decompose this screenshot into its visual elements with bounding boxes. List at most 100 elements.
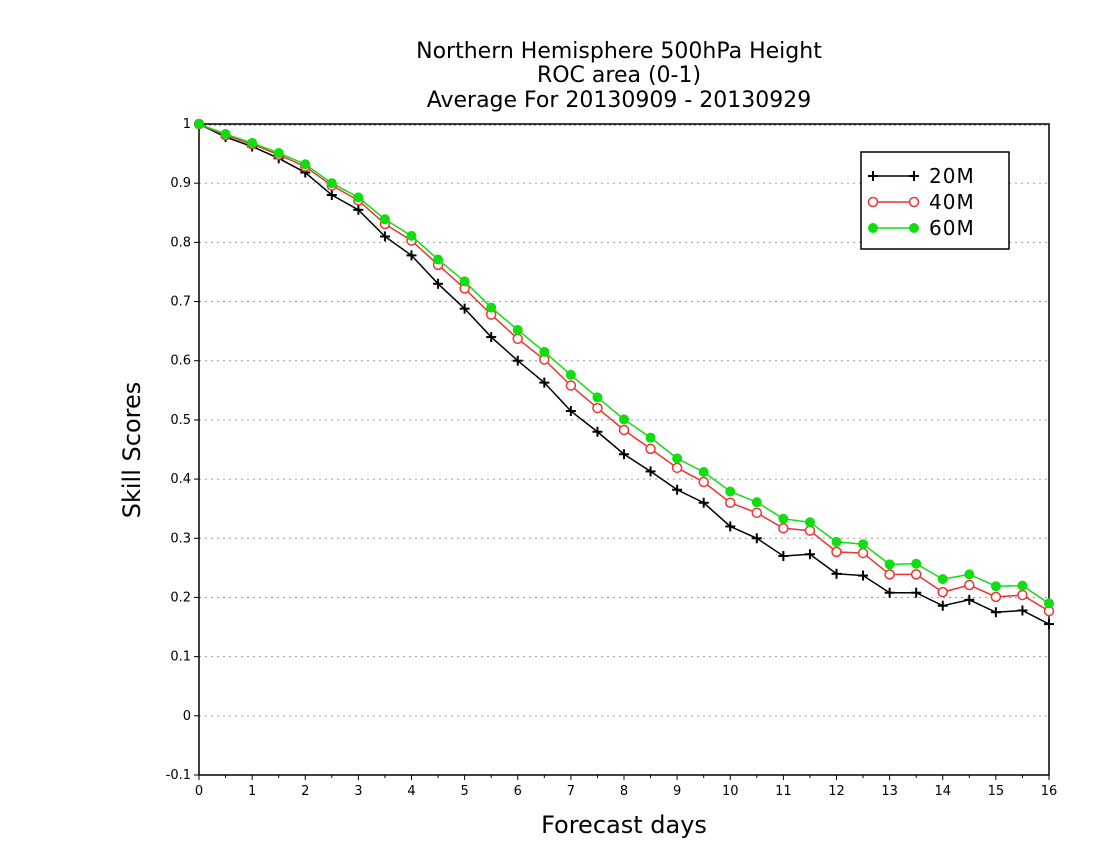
legend-marker [867,196,879,208]
x-tick-label: 0 [195,784,203,799]
data-point-20M [725,521,736,532]
data-point-40M [990,591,1002,603]
data-point-40M [778,522,789,534]
data-point-60M [326,178,337,189]
data-point-40M [910,569,922,580]
chart-title-line-2: ROC area (0-1) [537,63,701,88]
y-tick-label: 1 [183,117,191,132]
legend-label: 20M [929,164,975,188]
data-point-20M [406,250,417,261]
x-tick-label: 16 [1041,784,1058,799]
chart-title-line-3: Average For 20130909 - 20130929 [427,88,812,113]
x-tick-label: 8 [620,784,628,799]
data-point-20M [619,449,629,460]
data-point-60M [379,214,390,225]
y-tick-label: 0.2 [170,590,191,605]
data-point-20M [911,587,922,598]
data-point-20M [751,533,762,544]
plot-area [198,123,1050,776]
data-point-60M [1044,598,1054,609]
y-axis: -0.1 0 0.1 0.2 0.3 0.4 0.5 0.6 0.7 0.8 0.9 1 [166,117,199,783]
x-tick-label: 4 [407,784,415,799]
data-point-20M [937,600,948,611]
data-point-60M [273,147,284,158]
legend-marker [908,196,920,208]
data-point-60M [831,536,842,547]
data-point-40M [857,547,869,559]
x-tick-label: 1 [248,784,256,799]
y-tick-label: 0.6 [170,354,191,369]
data-point-60M [645,432,656,443]
data-point-40M [671,462,683,474]
data-point-20M [486,332,497,343]
data-point-20M [804,549,815,560]
data-point-40M [804,525,816,536]
data-point-60M [778,513,789,524]
data-point-60M [300,159,311,170]
series-lines [193,118,1055,630]
data-point-20M [379,231,390,242]
data-point-20M [433,278,444,289]
x-tick-label: 11 [775,784,792,799]
legend-item-60M: 60M [868,216,975,240]
data-point-20M [326,190,337,201]
data-point-40M [937,586,948,598]
data-point-20M [565,406,576,417]
y-tick-label: 0.7 [170,295,191,310]
y-axis-label: Skill Scores [118,382,146,519]
data-point-60M [539,346,550,357]
data-point-60M [698,466,709,477]
x-tick-label: 5 [460,784,468,799]
legend-item-40M: 40M [867,190,975,214]
data-point-60M [672,453,683,464]
data-point-20M [592,426,603,437]
data-point-60M [486,302,497,313]
data-point-20M [459,303,470,314]
y-tick-label: 0.1 [170,650,191,665]
data-point-60M [433,254,444,265]
data-point-60M [353,192,364,203]
data-point-60M [592,392,603,403]
legend-marker [909,171,919,181]
data-point-60M [964,569,975,580]
data-point-20M [831,568,842,579]
data-point-20M [698,497,709,508]
data-point-60M [247,137,258,148]
data-point-60M [884,559,895,570]
y-tick-label: -0.1 [166,768,191,783]
data-point-60M [990,581,1001,592]
legend-marker [909,223,919,233]
data-point-40M [512,333,523,345]
data-point-40M [565,380,577,391]
data-point-60M [1017,580,1028,591]
data-point-40M [645,443,656,455]
legend-label: 40M [929,190,975,214]
data-point-40M [725,497,736,509]
data-point-60M [565,369,576,380]
data-point-20M [990,607,1001,618]
data-point-40M [964,579,975,591]
data-point-40M [751,507,763,519]
data-point-20M [884,587,895,598]
x-tick-label: 7 [567,784,575,799]
data-point-20M [539,377,550,388]
data-point-40M [618,424,630,436]
x-tick-label: 9 [673,784,681,799]
data-point-60M [725,486,736,497]
legend-item-20M: 20M [868,164,975,188]
x-tick-label: 12 [828,784,845,799]
data-point-40M [1017,589,1028,601]
y-tick-label: 0.4 [170,472,191,487]
data-point-20M [858,570,869,581]
data-point-60M [911,558,922,569]
legend-label: 60M [929,216,975,240]
chart-title: Northern Hemisphere 500hPa Height ROC ar… [416,39,822,113]
data-point-20M [778,551,789,562]
data-point-20M [353,204,364,215]
legend-marker [868,171,878,181]
data-point-20M [672,484,683,495]
data-point-60M [937,574,948,585]
y-tick-label: 0 [183,709,191,724]
